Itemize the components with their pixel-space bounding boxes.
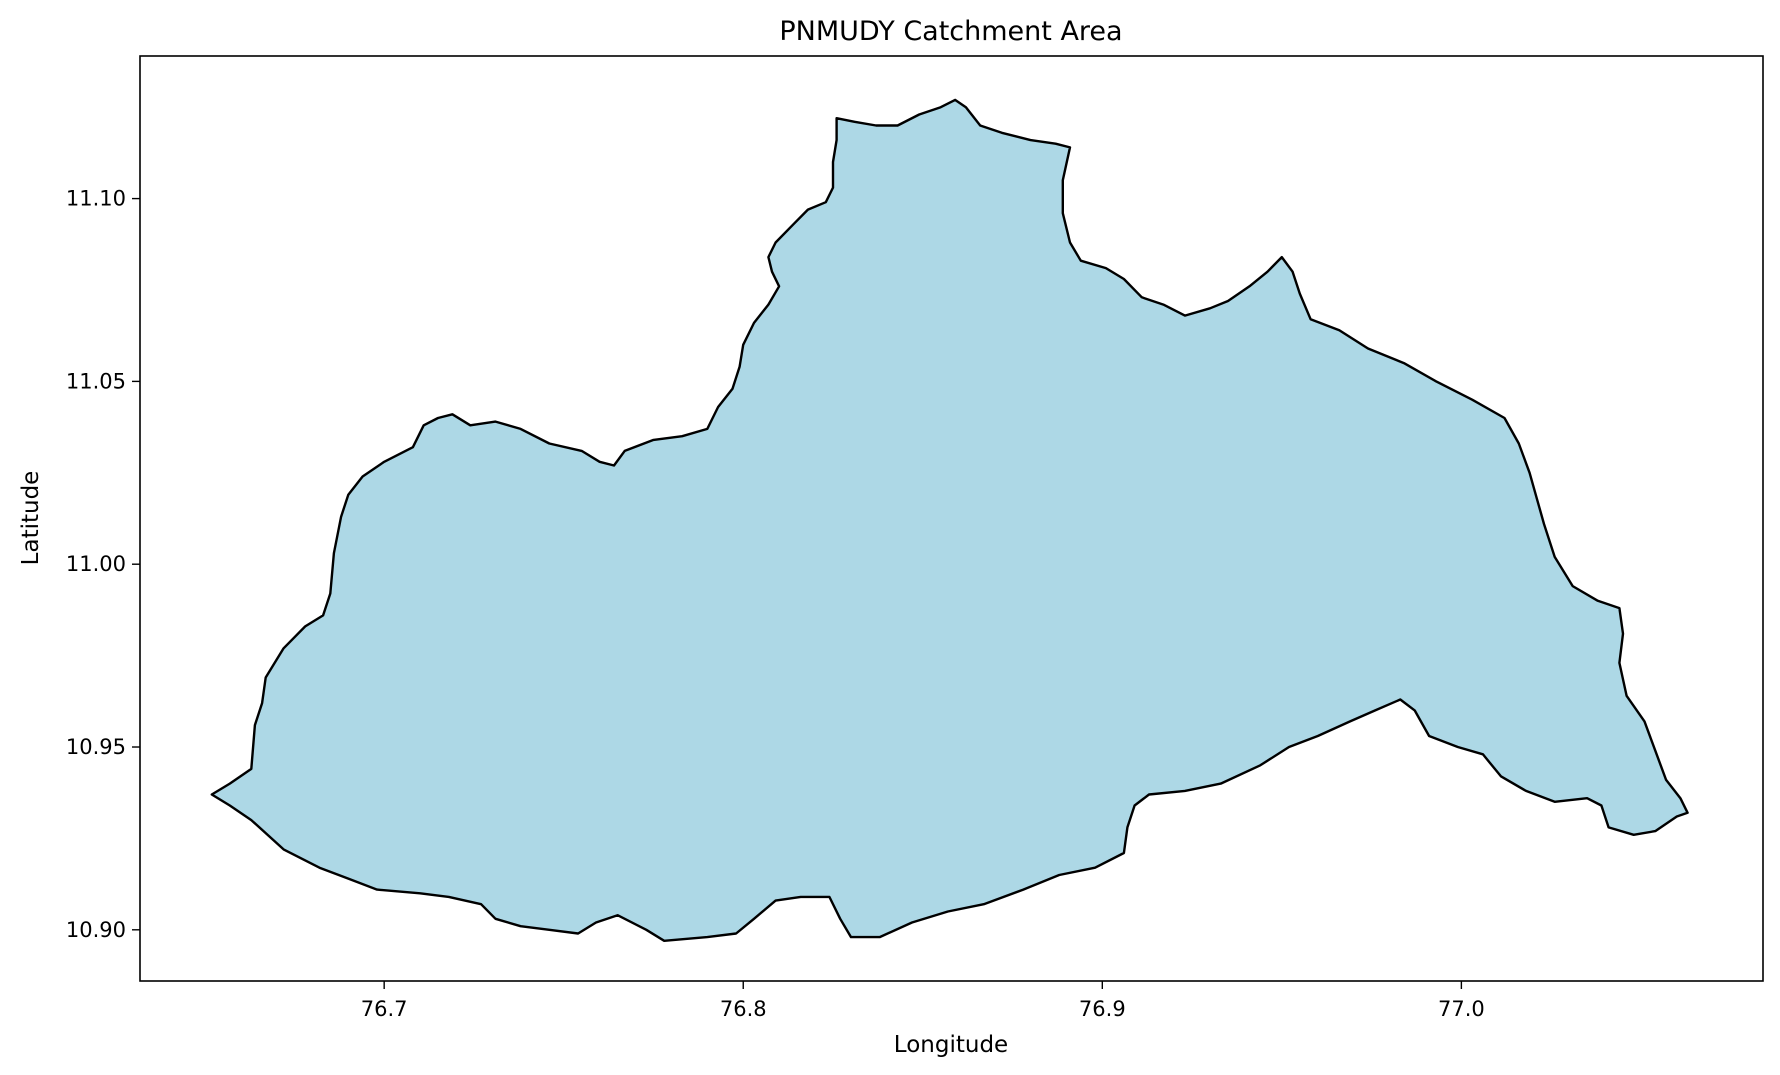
plot-area [210,98,1689,942]
y-tick-label: 10.95 [66,735,126,759]
axes-frame [139,55,1764,982]
y-tick-label: 11.00 [66,552,126,576]
catchment-area-polygon [210,98,1689,942]
y-tick-label: 10.90 [66,918,126,942]
x-tick-label: 77.0 [1438,997,1485,1021]
chart-title: PNMUDY Catchment Area [779,16,1122,47]
x-axis-ticks: 76.7 76.8 76.9 77.0 [361,981,1485,1021]
x-tick-label: 76.7 [361,997,408,1021]
y-tick-label: 11.05 [66,369,126,393]
x-tick-label: 76.8 [720,997,767,1021]
x-tick-label: 76.9 [1079,997,1126,1021]
x-axis-label: Longitude [894,1032,1008,1058]
y-tick-label: 11.10 [66,187,126,211]
y-axis-ticks: 10.90 10.95 11.00 11.05 11.10 [66,187,140,942]
y-axis-label: Latitude [18,471,44,566]
